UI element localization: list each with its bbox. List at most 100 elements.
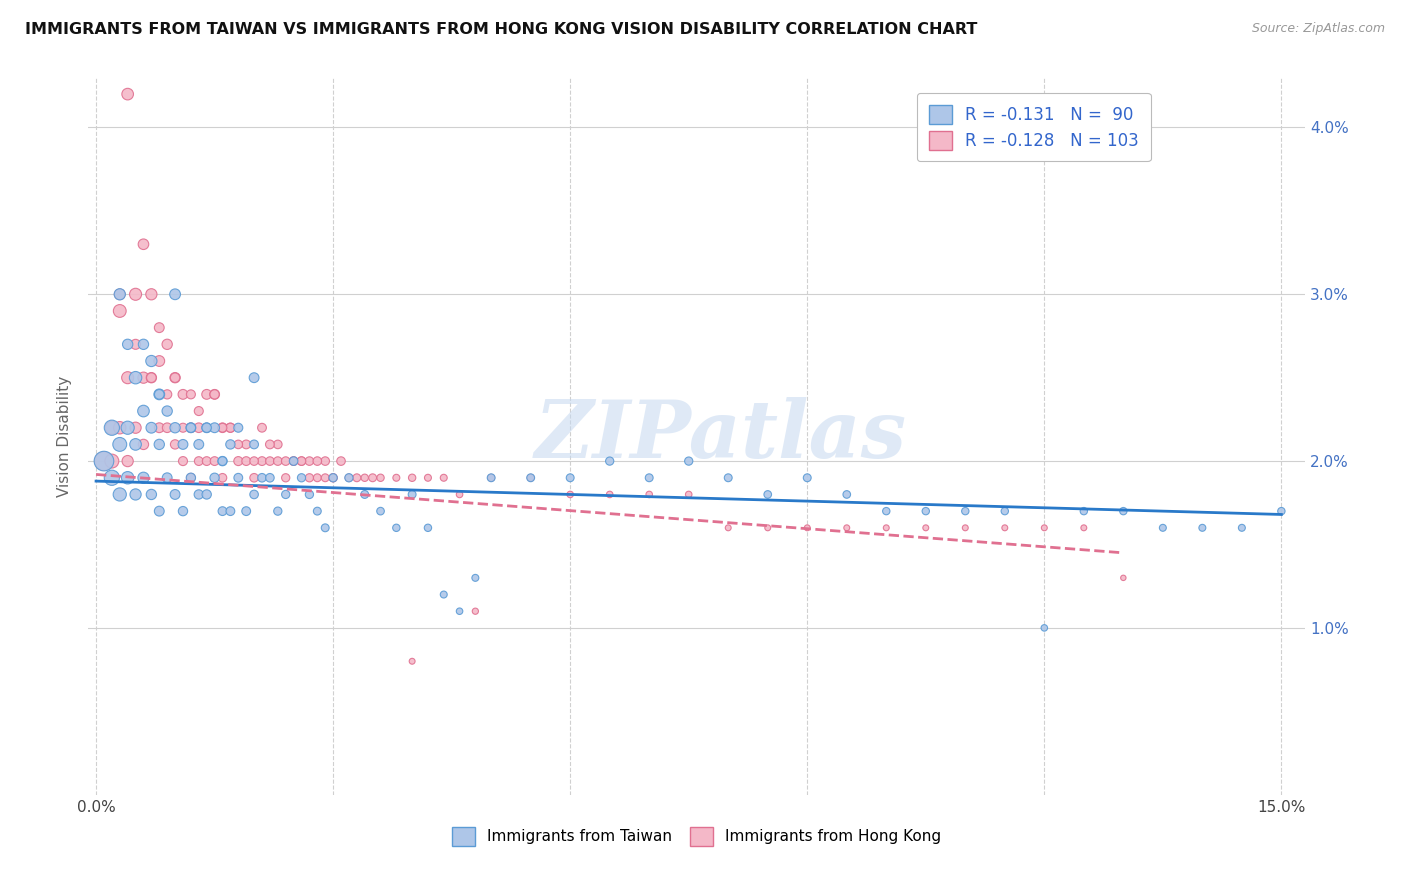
Point	[259, 437, 281, 451]
Point	[165, 421, 187, 435]
Point	[914, 504, 936, 518]
Point	[101, 421, 124, 435]
Point	[519, 471, 541, 485]
Point	[259, 471, 281, 485]
Point	[165, 370, 187, 384]
Point	[172, 421, 194, 435]
Point	[449, 604, 471, 618]
Point	[132, 337, 155, 351]
Legend: R = -0.131   N =  90, R = -0.128   N = 103: R = -0.131 N = 90, R = -0.128 N = 103	[917, 93, 1150, 161]
Point	[132, 370, 155, 384]
Point	[955, 521, 977, 535]
Point	[560, 487, 582, 501]
Point	[243, 437, 266, 451]
Point	[290, 454, 312, 468]
Point	[117, 87, 139, 102]
Point	[678, 487, 700, 501]
Point	[117, 337, 139, 351]
Point	[219, 504, 242, 518]
Point	[180, 471, 202, 485]
Point	[290, 454, 312, 468]
Point	[337, 471, 360, 485]
Point	[180, 471, 202, 485]
Point	[479, 471, 502, 485]
Y-axis label: Vision Disability: Vision Disability	[58, 376, 72, 497]
Point	[250, 454, 273, 468]
Point	[219, 421, 242, 435]
Point	[322, 471, 344, 485]
Point	[211, 421, 233, 435]
Point	[172, 504, 194, 518]
Point	[464, 604, 486, 618]
Point	[1191, 521, 1213, 535]
Point	[274, 454, 297, 468]
Point	[124, 337, 146, 351]
Point	[117, 421, 139, 435]
Point	[519, 471, 541, 485]
Point	[267, 437, 290, 451]
Point	[124, 287, 146, 301]
Point	[187, 487, 209, 501]
Point	[250, 471, 273, 485]
Point	[108, 304, 131, 318]
Point	[187, 454, 209, 468]
Point	[219, 437, 242, 451]
Point	[180, 387, 202, 401]
Point	[267, 454, 290, 468]
Point	[1230, 521, 1253, 535]
Point	[433, 471, 456, 485]
Point	[678, 454, 700, 468]
Point	[195, 421, 218, 435]
Point	[211, 471, 233, 485]
Point	[314, 454, 336, 468]
Point	[211, 504, 233, 518]
Point	[330, 454, 353, 468]
Point	[267, 504, 290, 518]
Point	[93, 454, 115, 468]
Point	[195, 421, 218, 435]
Point	[172, 437, 194, 451]
Point	[204, 387, 226, 401]
Point	[298, 471, 321, 485]
Point	[274, 471, 297, 485]
Text: ZIPatlas: ZIPatlas	[534, 397, 907, 475]
Point	[361, 471, 384, 485]
Point	[796, 521, 818, 535]
Point	[148, 387, 170, 401]
Point	[108, 287, 131, 301]
Point	[322, 471, 344, 485]
Point	[283, 454, 305, 468]
Point	[132, 437, 155, 451]
Point	[148, 504, 170, 518]
Point	[148, 437, 170, 451]
Point	[124, 370, 146, 384]
Point	[93, 454, 115, 468]
Point	[124, 421, 146, 435]
Point	[243, 454, 266, 468]
Point	[148, 320, 170, 334]
Point	[385, 471, 408, 485]
Point	[756, 487, 779, 501]
Point	[141, 487, 163, 501]
Point	[1112, 571, 1135, 585]
Point	[180, 421, 202, 435]
Point	[353, 487, 375, 501]
Point	[117, 370, 139, 384]
Point	[195, 487, 218, 501]
Point	[1033, 621, 1056, 635]
Point	[108, 487, 131, 501]
Point	[314, 471, 336, 485]
Point	[290, 471, 312, 485]
Point	[243, 471, 266, 485]
Point	[235, 504, 257, 518]
Point	[156, 421, 179, 435]
Point	[204, 421, 226, 435]
Point	[638, 471, 661, 485]
Point	[298, 454, 321, 468]
Point	[994, 521, 1017, 535]
Point	[204, 471, 226, 485]
Point	[172, 387, 194, 401]
Point	[307, 471, 329, 485]
Point	[401, 654, 423, 668]
Point	[346, 471, 368, 485]
